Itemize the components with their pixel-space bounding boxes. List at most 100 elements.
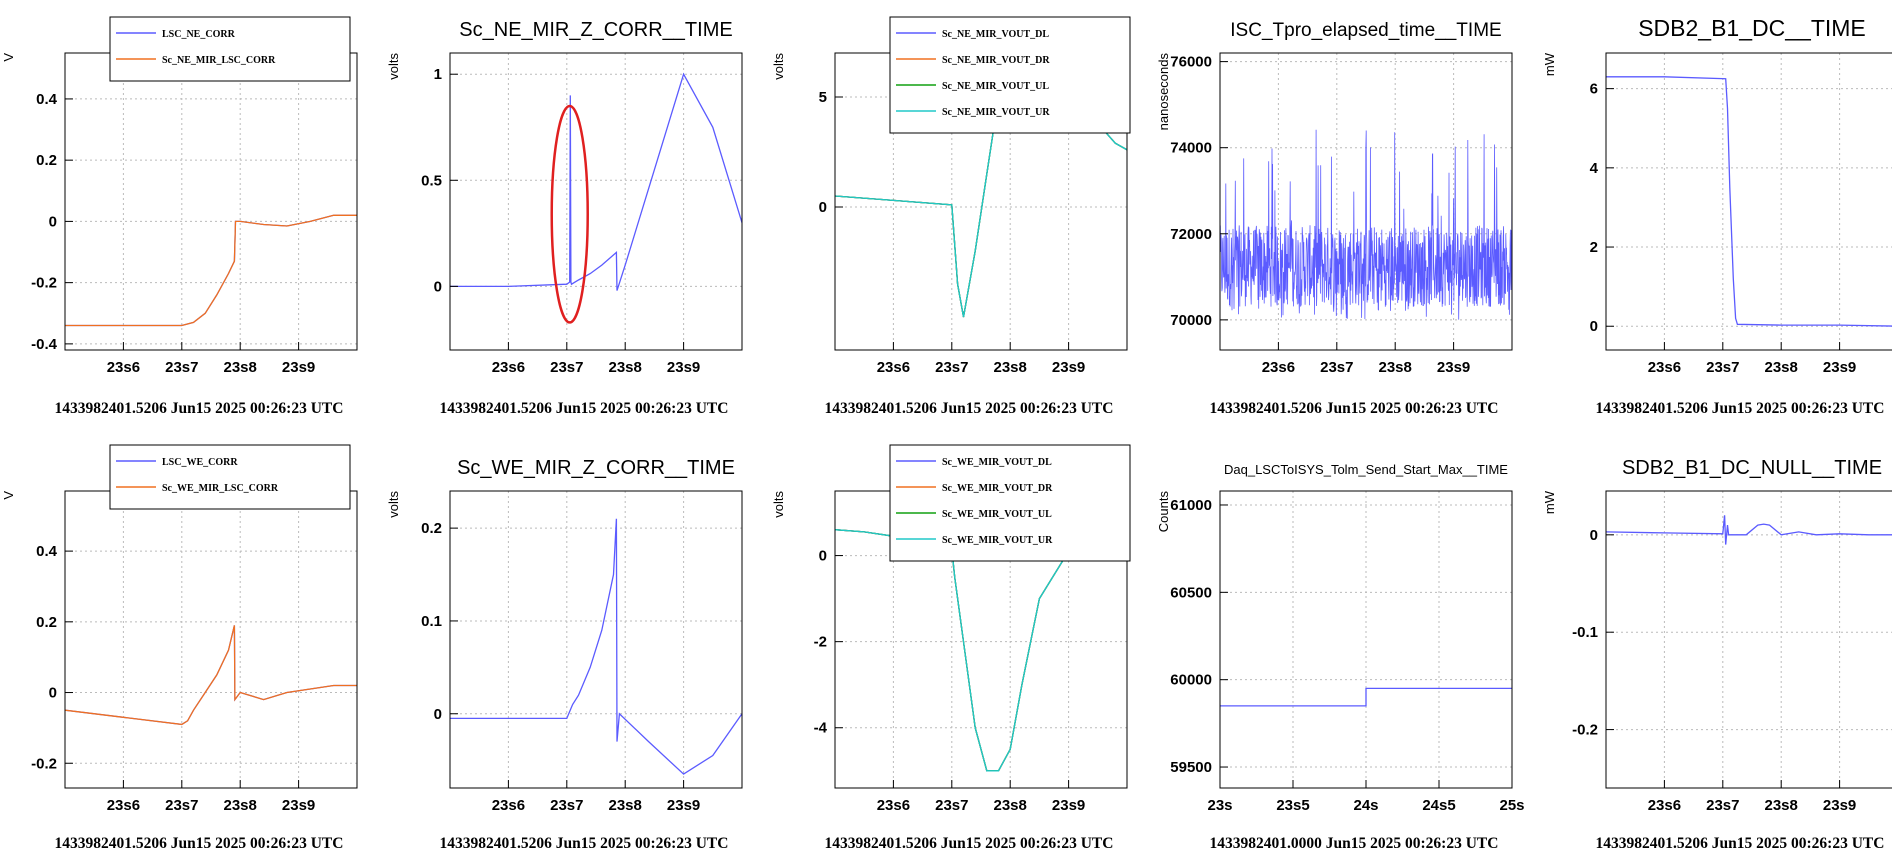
legend-box (109, 444, 351, 510)
legend-label: Sc_NE_MIR_LSC_CORR (162, 55, 276, 66)
timestamp-footer: 1433982401.5206 Jun15 2025 00:26:23 UTC (55, 400, 344, 417)
legend-label: Sc_WE_MIR_VOUT_DR (942, 483, 1053, 494)
x-tick-label: 23s9 (1052, 359, 1085, 376)
x-tick-label: 23s8 (609, 359, 642, 376)
y-tick-label: 1 (434, 66, 442, 83)
series-line-1 (1606, 515, 1892, 545)
x-tick-label: 23s6 (1262, 359, 1295, 376)
chart-title: ISC_Tpro_elapsed_time__TIME (1230, 20, 1501, 41)
x-tick-label: 23s9 (667, 359, 700, 376)
timestamp-footer: 1433982401.5206 Jun15 2025 00:26:23 UTC (1596, 400, 1885, 417)
y-axis-label: volts (771, 53, 786, 80)
chart-panel-3: 23s6 23s7 23s8 23s9 0 5 volts 1433982401.5206 J… (771, 16, 1131, 417)
x-tick-label: 23s9 (1823, 797, 1856, 814)
timestamp-footer: 1433982401.5206 Jun15 2025 00:26:23 UTC (1210, 400, 1499, 417)
y-axis-label: volts (386, 491, 401, 518)
x-tick-label: 23s7 (1706, 359, 1739, 376)
x-tick-label: 23s8 (1765, 359, 1798, 376)
legend-label: Sc_WE_MIR_VOUT_UR (942, 535, 1053, 546)
x-tick-label: 23s8 (224, 359, 257, 376)
x-tick-label: 23s9 (1052, 797, 1085, 814)
x-tick-label: 25s (1499, 797, 1524, 814)
x-tick-label: 23s7 (935, 797, 968, 814)
series-line-2 (65, 214, 357, 327)
y-tick-label: -0.1 (1572, 624, 1598, 641)
chart-title: Sc_NE_MIR_Z_CORR__TIME (459, 19, 732, 41)
chart-title: Daq_LSCToISYS_Tolm_Send_Start_Max__TIME (1224, 462, 1508, 477)
y-tick-label: 2 (1590, 239, 1598, 256)
x-tick-label: 23s8 (1765, 797, 1798, 814)
y-tick-label: 72000 (1170, 226, 1212, 243)
plot-area (65, 625, 357, 726)
series-line-1 (450, 72, 742, 291)
y-tick-label: 0 (1590, 318, 1598, 335)
y-tick-label: 74000 (1170, 140, 1212, 157)
y-tick-label: 0 (1590, 527, 1598, 544)
x-tick-label: 23s9 (667, 797, 700, 814)
legend-label: Sc_WE_MIR_VOUT_UL (942, 509, 1052, 520)
series-line-4 (835, 529, 1127, 772)
y-tick-label: 76000 (1170, 54, 1212, 71)
series-line-1 (835, 529, 1127, 772)
plot-frame (1605, 52, 1892, 351)
plot-frame (1605, 490, 1892, 789)
timestamp-footer: 1433982401.5206 Jun15 2025 00:26:23 UTC (440, 835, 729, 852)
x-tick-label: 23s (1207, 797, 1232, 814)
y-tick-label: -0.2 (1572, 722, 1598, 739)
timestamp-footer: 1433982401.5206 Jun15 2025 00:26:23 UTC (1596, 835, 1885, 852)
legend: Sc_NE_MIR_VOUT_DL Sc_NE_MIR_VOUT_DR Sc_NE_… (889, 16, 1131, 134)
y-tick-label: -4 (814, 720, 828, 737)
chart-panel-8: 23s6 23s7 23s8 23s9 -4 -2 0 volts 1433982401.520… (771, 444, 1131, 852)
y-tick-label: 0.2 (36, 152, 57, 169)
legend-label: Sc_WE_MIR_LSC_CORR (162, 483, 279, 494)
series-line-1 (65, 625, 357, 726)
x-tick-label: 23s8 (1379, 359, 1412, 376)
y-tick-label: 60000 (1170, 672, 1212, 689)
timestamp-footer: 1433982401.0000 Jun15 2025 00:26:23 UTC (1210, 835, 1499, 852)
y-tick-label: -0.2 (31, 275, 57, 292)
x-tick-label: 23s7 (550, 797, 583, 814)
timestamp-footer: 1433982401.5206 Jun15 2025 00:26:23 UTC (55, 835, 344, 852)
x-tick-label: 23s8 (224, 797, 257, 814)
y-axis-label: volts (386, 53, 401, 80)
plot-area (1220, 129, 1512, 320)
legend-label: Sc_NE_MIR_VOUT_UL (942, 81, 1049, 92)
y-tick-label: 6 (1590, 81, 1598, 98)
y-tick-label: 0 (434, 706, 442, 723)
legend-label: LSC_WE_CORR (162, 457, 238, 468)
y-tick-label: -2 (814, 634, 827, 651)
x-tick-label: 23s6 (877, 359, 910, 376)
x-tick-label: 23s7 (550, 359, 583, 376)
chart-panel-1: 23s6 23s7 23s8 23s9 -0.4 -0.2 0 0.2 0.4 V 14339824… (1, 16, 358, 417)
y-axis-label: V (1, 491, 16, 500)
chart-panel-6: 23s6 23s7 23s8 23s9 -0.2 0 0.2 0.4 V 1433982401.5… (1, 444, 358, 852)
y-axis-label: nanoseconds (1156, 53, 1171, 131)
y-axis-label: mW (1542, 490, 1557, 514)
chart-panel-10: 23s6 23s7 23s8 23s9 -0.2 -0.1 0 mW SDB2_B1_DC_NU… (1542, 457, 1892, 852)
y-tick-label: 0 (434, 278, 442, 295)
chart-title: Sc_WE_MIR_Z_CORR__TIME (457, 457, 735, 479)
y-tick-label: 5 (819, 89, 827, 106)
y-tick-label: 0 (49, 685, 57, 702)
chart-panel-4: 23s6 23s7 23s8 23s9 70000 72000 74000 76000nano… (1156, 20, 1513, 417)
x-tick-label: 23s7 (1320, 359, 1353, 376)
y-tick-label: -0.2 (31, 755, 57, 772)
y-tick-label: 0 (819, 199, 827, 216)
y-axis-label: mW (1542, 52, 1557, 76)
x-tick-label: 23s9 (282, 359, 315, 376)
legend: Sc_WE_MIR_VOUT_DL Sc_WE_MIR_VOUT_DR Sc_WE_… (889, 444, 1131, 562)
legend-label: Sc_NE_MIR_VOUT_DR (942, 55, 1050, 66)
chart-title: SDB2_B1_DC__TIME (1638, 15, 1866, 41)
x-tick-label: 23s6 (877, 797, 910, 814)
series-line-3 (835, 529, 1127, 772)
x-tick-label: 24s5 (1422, 797, 1455, 814)
x-tick-label: 23s8 (609, 797, 642, 814)
series-line-1 (1606, 76, 1892, 327)
series-line-1 (1220, 687, 1512, 707)
series-line-2 (65, 625, 357, 726)
y-tick-label: 61000 (1170, 497, 1212, 514)
timestamp-footer: 1433982401.5206 Jun15 2025 00:26:23 UTC (825, 835, 1114, 852)
chart-panel-2: 23s6 23s7 23s8 23s9 0 0.5 1 volts Sc_NE_MIR_Z_CO… (386, 19, 743, 417)
plot-frame (1219, 490, 1513, 789)
plot-area (1606, 76, 1892, 327)
